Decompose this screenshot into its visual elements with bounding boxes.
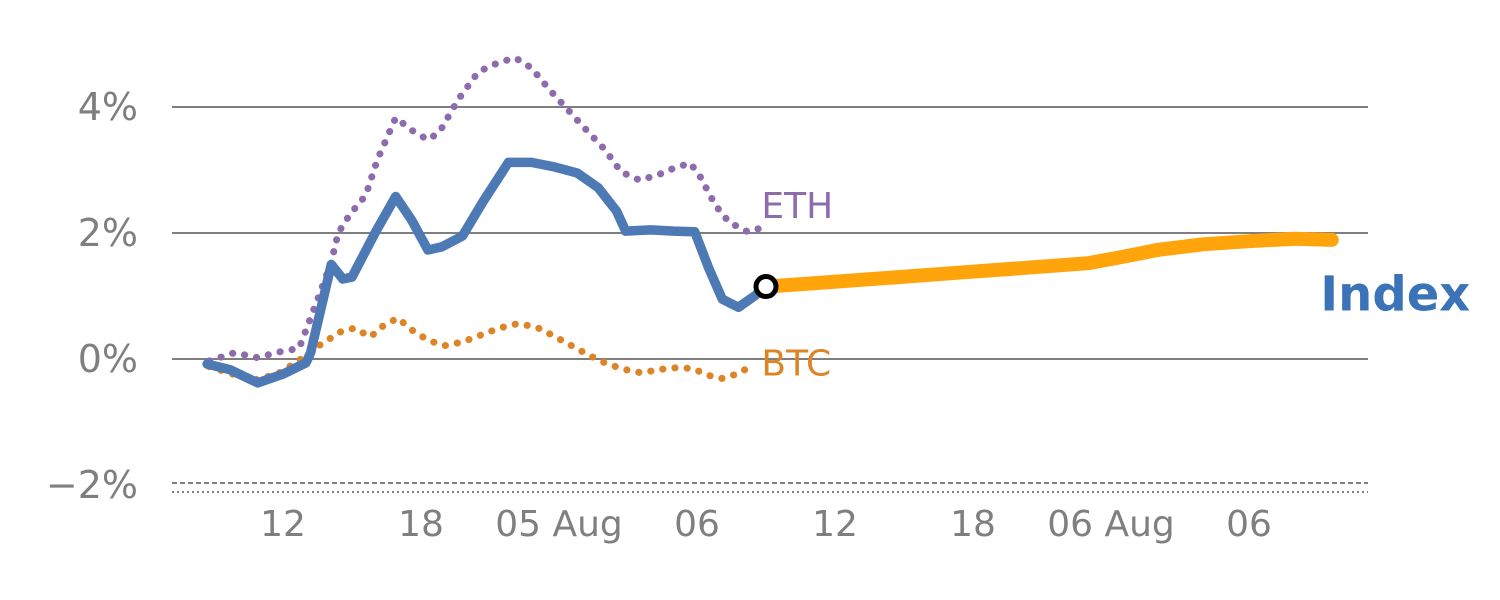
index-forecast-line bbox=[759, 231, 1339, 294]
y-tick-label: 4% bbox=[78, 85, 138, 129]
forecast-start-marker bbox=[753, 274, 779, 300]
x-tick-label: 05 Aug bbox=[495, 504, 623, 545]
index-history-line bbox=[202, 157, 771, 388]
y-tick-label: −2% bbox=[46, 463, 138, 507]
index-label: Index bbox=[1320, 266, 1470, 322]
x-tick-label: 06 bbox=[1226, 504, 1272, 545]
eth-line bbox=[205, 54, 765, 365]
y-tick-label: 0% bbox=[78, 337, 138, 381]
x-tick-label: 12 bbox=[260, 504, 306, 545]
x-tick-label: 18 bbox=[398, 504, 444, 545]
x-tick-label: 06 Aug bbox=[1047, 504, 1175, 545]
x-tick-label: 18 bbox=[950, 504, 996, 545]
x-tick-label: 06 bbox=[674, 504, 720, 545]
x-tick-label: 12 bbox=[812, 504, 858, 545]
btc-label: BTC bbox=[761, 343, 831, 384]
btc-line bbox=[205, 314, 756, 384]
eth-label: ETH bbox=[761, 186, 833, 227]
y-tick-label: 2% bbox=[78, 211, 138, 255]
